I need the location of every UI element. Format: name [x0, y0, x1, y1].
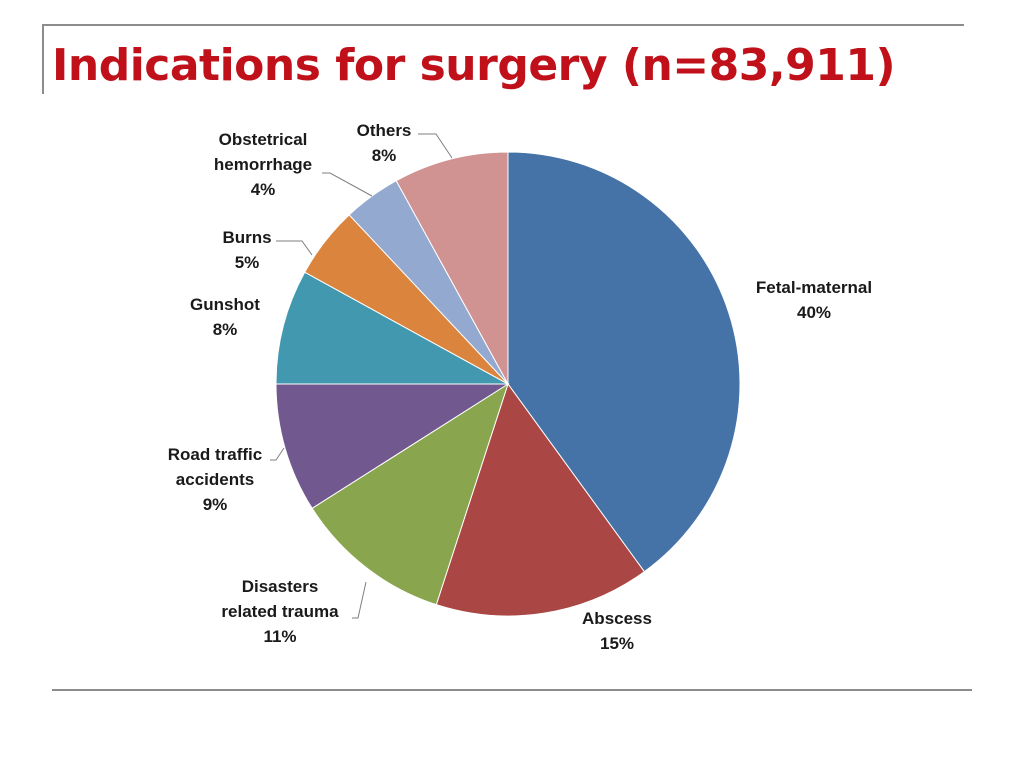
leader-line [270, 447, 285, 461]
slice-category-label: Road traffic [168, 445, 262, 464]
leader-line [418, 133, 453, 159]
slice-percent-label: 9% [203, 495, 228, 514]
slice-category-label: Fetal-maternal [756, 278, 872, 297]
slice-percent-label: 15% [600, 634, 634, 653]
leader-line [276, 240, 313, 256]
slice-category-label: Abscess [582, 609, 652, 628]
slice-category-label: Obstetrical [219, 130, 308, 149]
slice-percent-label: 4% [251, 180, 276, 199]
slice-category-label: Gunshot [190, 295, 260, 314]
pie-slice-gunshot [275, 271, 509, 385]
slice-label: Abscess 15% [582, 609, 652, 653]
slice-category-label: related trauma [221, 602, 339, 621]
pie-slice-others [395, 151, 509, 385]
slice-label: Obstetrical hemorrhage 4% [214, 130, 312, 199]
bottom-divider [52, 689, 972, 691]
leader-line [322, 172, 373, 197]
pie-slice-disasters-related-trauma [311, 382, 509, 606]
slice-percent-label: 11% [263, 627, 296, 646]
slice-label: Disasters related trauma 11% [221, 577, 339, 646]
slice-percent-label: 40% [797, 303, 831, 322]
slide-frame-top-rule [42, 24, 964, 26]
slice-label: Gunshot 8% [190, 295, 260, 339]
pie-slice-abscess [435, 382, 646, 617]
slice-category-label: Others [357, 121, 412, 140]
slice-percent-label: 8% [213, 320, 238, 339]
slice-label: Road traffic accidents 9% [168, 445, 262, 514]
slice-label: Fetal-maternal 40% [756, 278, 872, 322]
pie-slice-fetal-maternal [507, 151, 741, 573]
slide-title: Indications for surgery (n=83,911) [52, 40, 896, 91]
pie-slice-road-traffic-accidents [275, 383, 510, 510]
slice-category-label: Burns [222, 228, 271, 247]
slide-frame-left-rule [42, 24, 44, 94]
slice-label: Others 8% [357, 121, 412, 165]
slice-percent-label: 5% [235, 253, 260, 272]
slice-category-label: hemorrhage [214, 155, 312, 174]
slice-percent-label: 8% [372, 146, 397, 165]
slice-category-label: Disasters [242, 577, 319, 596]
slice-label: Burns 5% [222, 228, 271, 272]
slice-category-label: accidents [176, 470, 254, 489]
leader-line [352, 581, 367, 619]
